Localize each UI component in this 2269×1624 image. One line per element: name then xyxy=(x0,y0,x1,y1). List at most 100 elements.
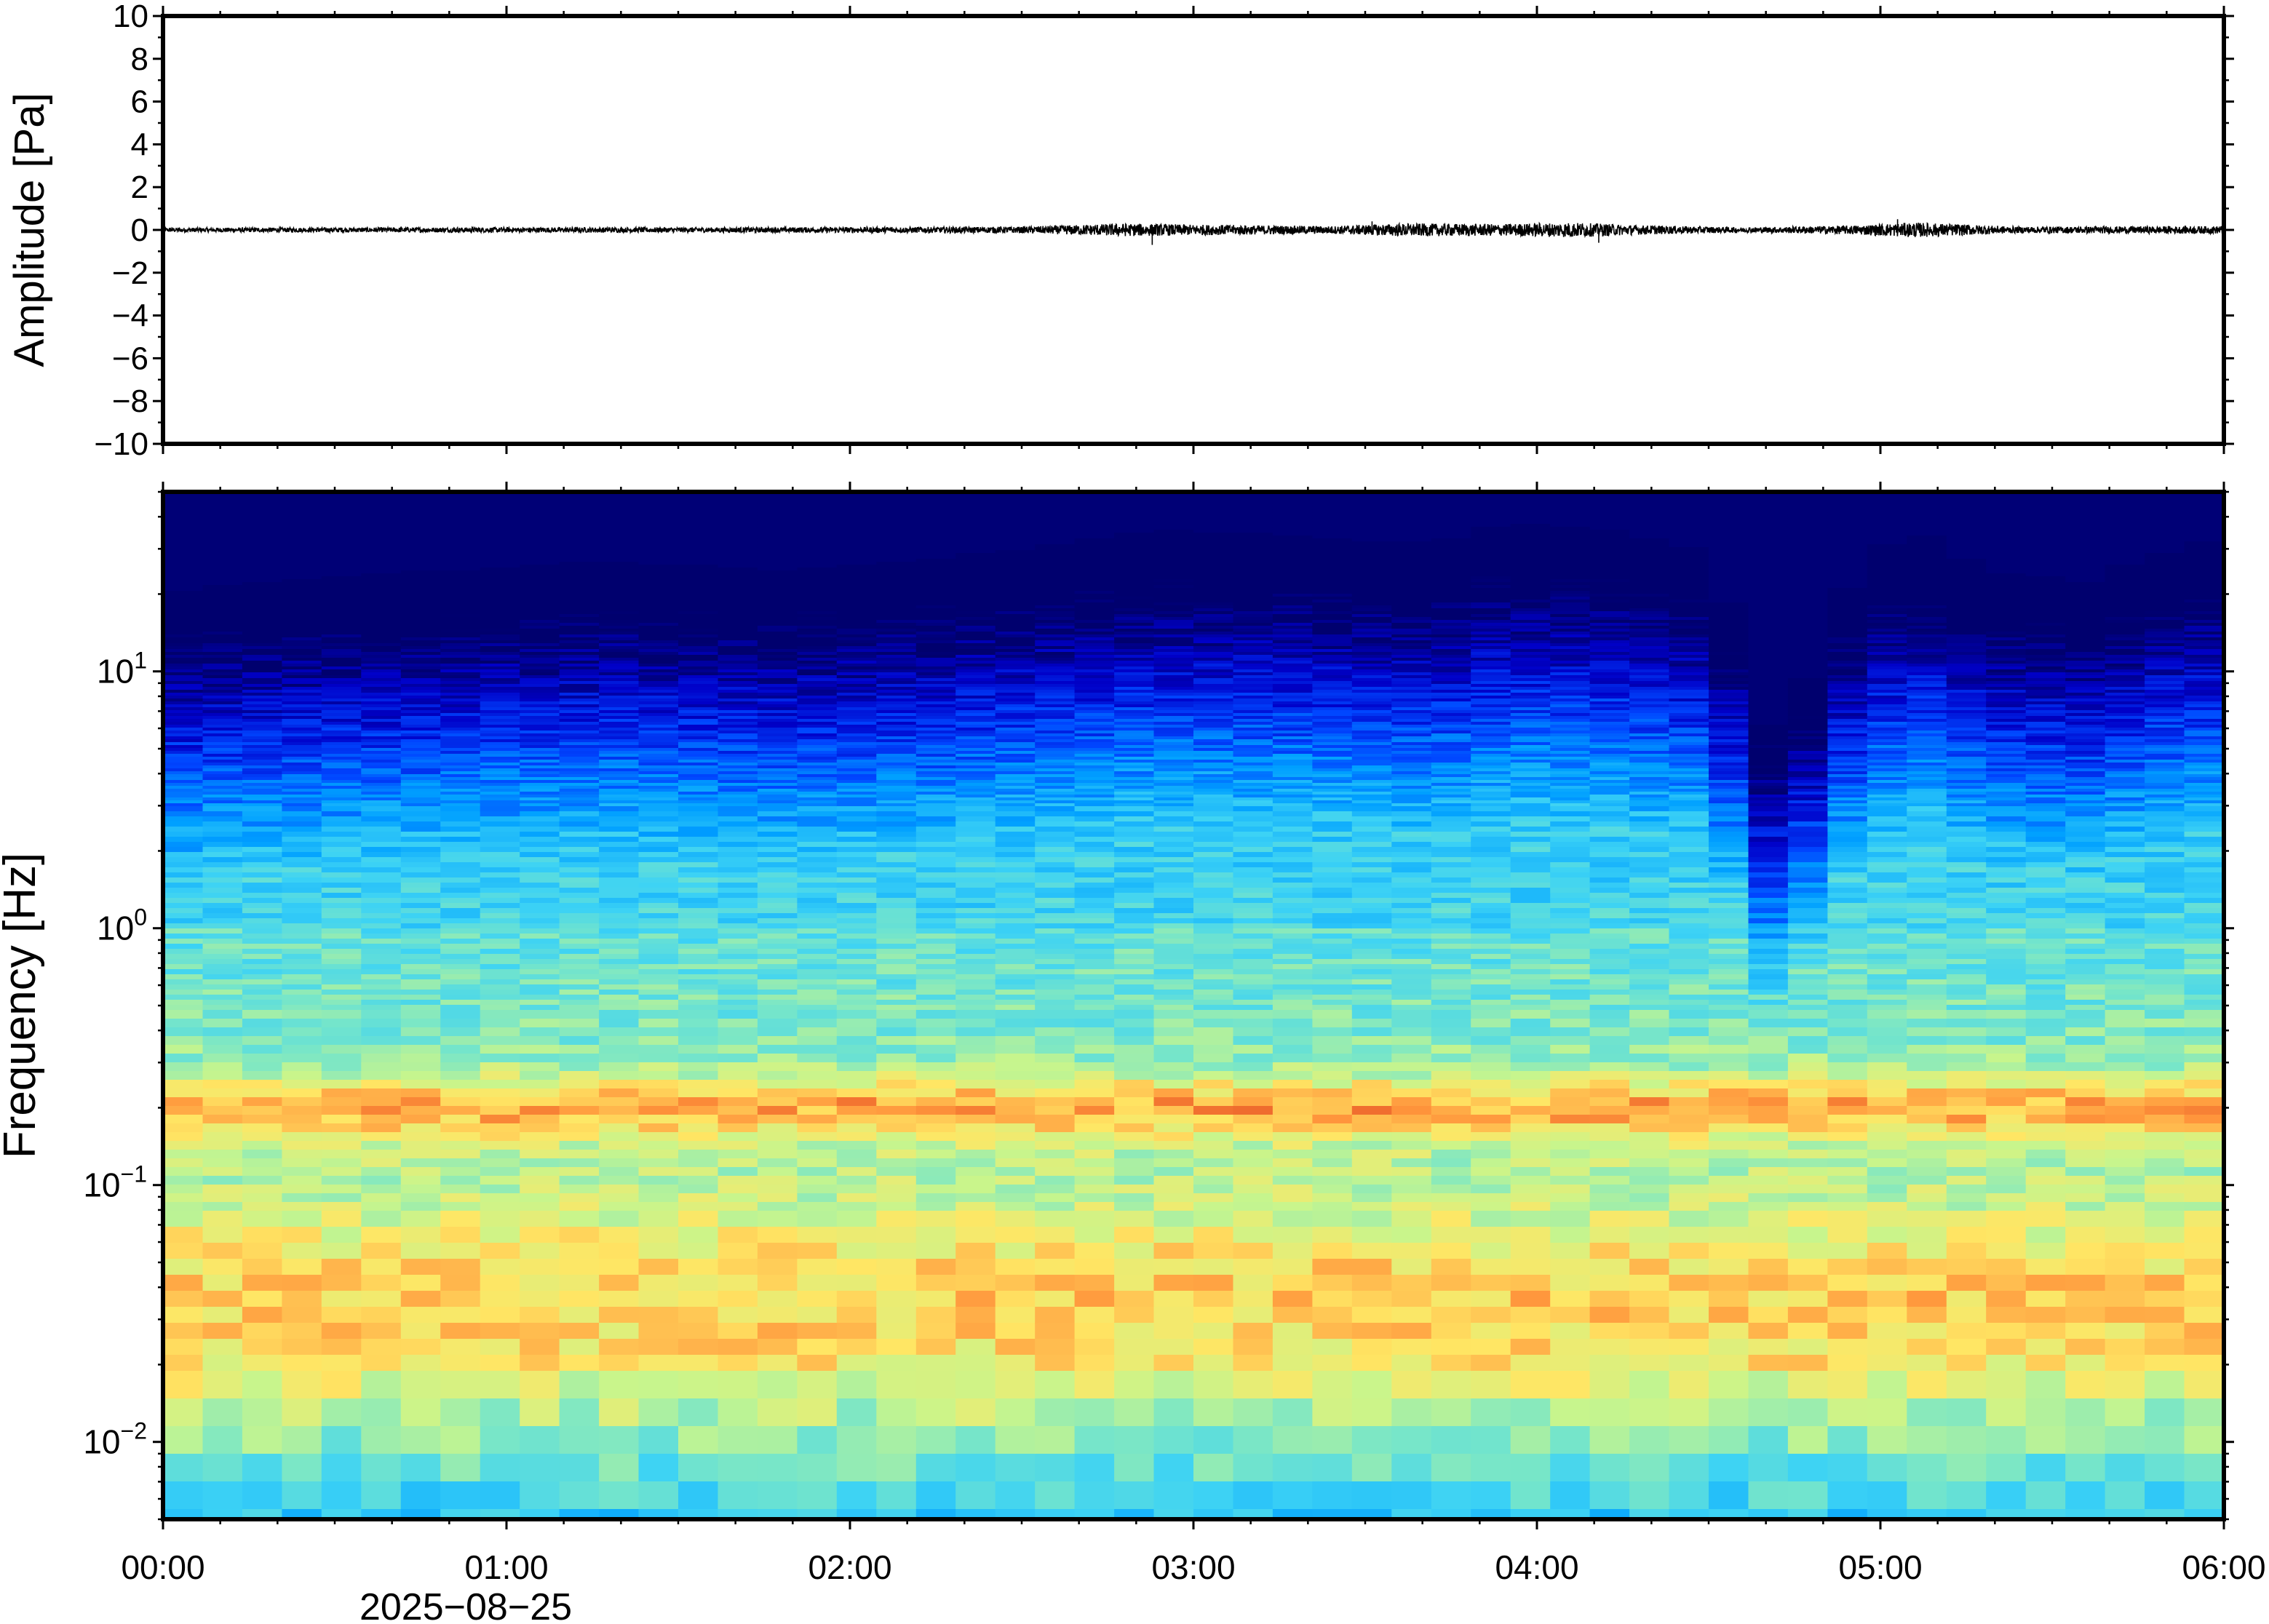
spectrogram-cell xyxy=(163,1080,204,1089)
spectrogram-cell xyxy=(559,666,600,670)
spectrogram-cell xyxy=(797,1097,838,1107)
spectrogram-cell xyxy=(797,795,838,798)
spectrogram-cell xyxy=(1074,530,1115,533)
spectrogram-cell xyxy=(1153,786,1194,789)
spectrogram-cell xyxy=(202,1339,243,1356)
spectrogram-cell xyxy=(480,990,520,995)
spectrogram-cell xyxy=(638,704,679,708)
spectrogram-cell xyxy=(440,1000,481,1006)
spectrogram-cell xyxy=(321,1045,362,1054)
spectrogram-cell xyxy=(400,872,442,878)
spectrogram-cell xyxy=(1114,837,1155,843)
spectrogram-cell xyxy=(836,1481,878,1510)
spectrogram-cell xyxy=(163,1323,204,1340)
spectrogram-cell xyxy=(638,736,679,740)
spectrogram-cell xyxy=(1035,503,1076,507)
spectrogram-cell xyxy=(520,1426,560,1454)
spectrogram-cell xyxy=(520,969,560,975)
spectrogram-cell xyxy=(361,954,402,960)
spectrogram-cell xyxy=(400,928,442,934)
spectrogram-cell xyxy=(678,995,719,1000)
spectrogram-cell xyxy=(757,1185,798,1194)
spectrogram-cell xyxy=(1035,1185,1076,1194)
spectrogram-cell xyxy=(718,795,758,798)
spectrogram-cell xyxy=(797,524,838,528)
spectrogram-cell xyxy=(321,783,362,787)
spectrogram-cell xyxy=(480,1150,520,1159)
spectrogram-cell xyxy=(520,837,560,843)
spectrogram-cell xyxy=(242,757,283,760)
spectrogram-cell xyxy=(321,1339,362,1356)
spectrogram-cell xyxy=(1114,498,1155,501)
spectrogram-cell xyxy=(559,754,600,757)
spectrogram-cell xyxy=(995,710,1036,714)
spectrogram-cell xyxy=(480,928,520,934)
spectrogram-cell xyxy=(876,792,917,795)
spectrogram-cell xyxy=(480,754,520,757)
spectrogram-cell xyxy=(915,687,957,690)
spectrogram-cell xyxy=(915,1176,957,1185)
spectrogram-cell xyxy=(163,827,204,832)
spectrogram-cell xyxy=(638,672,679,676)
spectrogram-cell xyxy=(836,1123,878,1133)
spectrogram-cell xyxy=(520,614,560,618)
spectrogram-cell xyxy=(915,725,957,728)
spectrogram-cell xyxy=(321,553,362,557)
spectrogram-cell xyxy=(559,640,600,644)
spectrogram-cell xyxy=(163,1106,204,1115)
spectrogram-cell xyxy=(1074,553,1115,557)
spectrogram-cell xyxy=(321,1323,362,1340)
spectrogram-cell xyxy=(1074,713,1115,717)
spectrogram-cell xyxy=(1153,509,1194,513)
spectrogram-cell xyxy=(520,898,560,904)
spectrogram-cell xyxy=(915,731,957,734)
spectrogram-cell xyxy=(1153,681,1194,685)
spectrogram-cell xyxy=(638,582,679,586)
spectrogram-cell xyxy=(202,867,243,873)
spectrogram-cell xyxy=(1153,1355,1194,1372)
spectrogram-cell xyxy=(915,1141,957,1150)
spectrogram-cell xyxy=(876,760,917,763)
spectrogram-cell xyxy=(915,501,957,504)
spectrogram-cell xyxy=(400,913,442,919)
spectrogram-cell xyxy=(321,893,362,899)
spectrogram-cell xyxy=(915,1062,957,1072)
spectrogram-cell xyxy=(955,521,996,525)
spectrogram-cell xyxy=(718,1307,758,1324)
spectrogram-cell xyxy=(361,1019,402,1028)
spectrogram-cell xyxy=(361,934,402,939)
spectrogram-cell xyxy=(440,690,481,693)
spectrogram-cell xyxy=(559,623,600,626)
spectrogram-cell xyxy=(599,527,640,530)
spectrogram-cell xyxy=(321,579,362,583)
spectrogram-cell xyxy=(995,655,1036,658)
spectrogram-cell xyxy=(638,908,679,914)
spectrogram-cell xyxy=(520,923,560,929)
spectrogram-cell xyxy=(757,816,798,822)
spectrogram-cell xyxy=(836,867,878,873)
spectrogram-cell xyxy=(202,661,243,664)
spectrogram-cell xyxy=(599,690,640,693)
spectrogram-cell xyxy=(1153,780,1194,784)
spectrogram-cell xyxy=(678,626,719,629)
spectrogram-cell xyxy=(163,1097,204,1107)
spectrogram-cell xyxy=(995,678,1036,682)
spectrogram-cell xyxy=(520,847,560,853)
spectrogram-cell xyxy=(321,888,362,893)
spectrogram-cell xyxy=(955,1339,996,1356)
spectrogram-cell xyxy=(638,1115,679,1124)
spectrogram-cell xyxy=(757,1019,798,1028)
spectrogram-cell xyxy=(480,646,520,650)
spectrogram-cell xyxy=(480,556,520,560)
spectrogram-cell xyxy=(282,634,322,638)
spectrogram-cell xyxy=(242,501,283,504)
spectrogram-cell xyxy=(1035,1019,1076,1028)
spectrogram-cell xyxy=(797,634,838,638)
spectrogram-cell xyxy=(1114,842,1155,848)
spectrogram-cell xyxy=(1074,852,1115,858)
spectrogram-cell xyxy=(1153,888,1194,893)
spectrogram-cell xyxy=(1074,600,1115,603)
spectrogram-cell xyxy=(202,1054,243,1063)
spectrogram-cell xyxy=(915,1005,957,1011)
spectrogram-cell xyxy=(1035,559,1076,562)
